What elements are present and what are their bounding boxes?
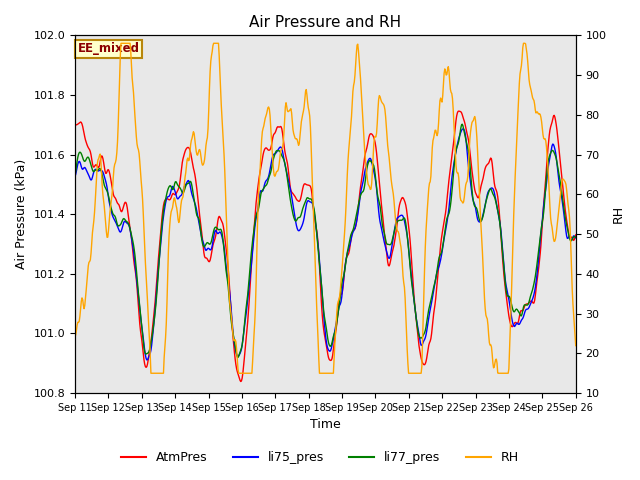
AtmPres <box>80 131 88 136</box>
Line: AtmPres: AtmPres <box>75 111 576 382</box>
RH <box>572 343 580 348</box>
AtmPres <box>401 200 409 205</box>
Y-axis label: RH: RH <box>612 205 625 223</box>
AtmPres <box>455 108 463 114</box>
li77_pres <box>234 355 242 360</box>
RH <box>402 313 410 319</box>
AtmPres <box>71 122 79 128</box>
Y-axis label: Air Pressure (kPa): Air Pressure (kPa) <box>15 159 28 269</box>
Title: Air Pressure and RH: Air Pressure and RH <box>250 15 401 30</box>
li77_pres <box>80 158 88 164</box>
RH <box>211 40 218 46</box>
li77_pres <box>132 259 140 264</box>
li77_pres <box>387 242 394 248</box>
li77_pres <box>209 231 217 237</box>
li77_pres <box>71 172 79 178</box>
li75_pres <box>572 235 580 241</box>
li75_pres <box>401 221 409 227</box>
li77_pres <box>572 234 580 240</box>
RH <box>117 40 125 46</box>
RH <box>80 306 88 312</box>
AtmPres <box>182 145 190 151</box>
li75_pres <box>387 252 394 258</box>
li75_pres <box>80 165 88 170</box>
li77_pres <box>458 121 466 127</box>
Line: RH: RH <box>75 43 576 373</box>
AtmPres <box>237 379 244 384</box>
li75_pres <box>71 173 79 179</box>
li77_pres <box>401 217 409 223</box>
RH <box>132 133 140 139</box>
AtmPres <box>387 258 394 264</box>
Legend: AtmPres, li75_pres, li77_pres, RH: AtmPres, li75_pres, li77_pres, RH <box>116 446 524 469</box>
AtmPres <box>132 270 140 276</box>
li75_pres <box>210 235 218 240</box>
li77_pres <box>182 182 190 188</box>
AtmPres <box>209 242 217 248</box>
Line: li77_pres: li77_pres <box>75 124 576 358</box>
RH <box>71 334 79 339</box>
AtmPres <box>572 232 580 238</box>
X-axis label: Time: Time <box>310 419 340 432</box>
li75_pres <box>459 126 467 132</box>
li75_pres <box>183 179 191 185</box>
RH <box>387 177 395 183</box>
RH <box>147 371 155 376</box>
li75_pres <box>132 267 140 273</box>
RH <box>184 155 192 161</box>
li75_pres <box>143 357 150 363</box>
Line: li75_pres: li75_pres <box>75 129 576 360</box>
Text: EE_mixed: EE_mixed <box>77 43 140 56</box>
